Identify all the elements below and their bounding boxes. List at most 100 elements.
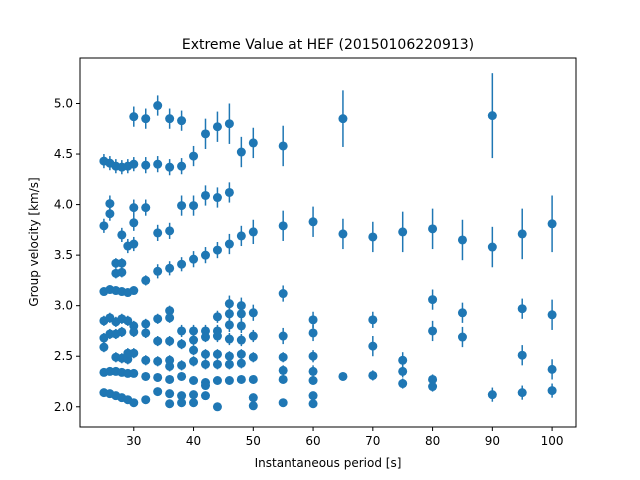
data-marker (177, 391, 187, 401)
data-marker (398, 379, 408, 389)
data-marker (117, 327, 127, 337)
data-marker (141, 355, 151, 365)
data-point (338, 371, 348, 381)
data-marker (189, 356, 199, 366)
data-marker (278, 374, 288, 384)
data-marker (212, 375, 222, 385)
data-point (457, 219, 467, 261)
plot-area-frame (79, 57, 577, 428)
data-marker (177, 259, 187, 269)
data-point (200, 118, 210, 149)
data-marker (308, 328, 318, 338)
data-point (236, 349, 246, 360)
data-point (141, 318, 151, 329)
data-marker (177, 360, 187, 370)
y-axis-label: Group velocity [km/s] (27, 177, 41, 306)
data-point (212, 111, 222, 142)
data-marker (129, 218, 139, 228)
data-point (368, 370, 378, 381)
data-marker (212, 122, 222, 132)
data-marker (278, 331, 288, 341)
data-marker (200, 190, 210, 200)
data-point (153, 336, 163, 347)
data-point (153, 372, 163, 382)
data-point (278, 327, 288, 345)
data-marker (308, 366, 318, 376)
data-marker (200, 381, 210, 391)
data-marker (487, 111, 497, 121)
data-marker (129, 112, 139, 122)
data-marker (153, 356, 163, 366)
data-point (189, 251, 199, 268)
data-marker (457, 235, 467, 245)
data-marker (547, 364, 557, 374)
data-marker (189, 201, 199, 211)
data-marker (368, 232, 378, 242)
data-marker (189, 254, 199, 264)
data-point (212, 402, 222, 412)
data-point (236, 225, 246, 247)
data-point (212, 187, 222, 208)
data-point (123, 315, 133, 326)
data-marker (224, 320, 234, 330)
data-point (278, 285, 288, 302)
data-marker (123, 316, 133, 326)
data-point (153, 95, 163, 116)
data-marker (224, 187, 234, 197)
data-marker (278, 398, 288, 408)
data-point (189, 335, 199, 346)
data-marker (129, 239, 139, 249)
data-point (308, 324, 318, 342)
data-point (165, 399, 175, 409)
data-marker (177, 116, 187, 126)
data-point (224, 332, 234, 346)
data-marker (165, 306, 175, 316)
data-marker (517, 229, 527, 239)
data-point (278, 365, 288, 376)
data-point (308, 206, 318, 237)
x-tick-label: 40 (186, 434, 201, 448)
data-point (117, 227, 127, 242)
x-tick-label: 30 (126, 434, 141, 448)
data-point (141, 371, 151, 381)
data-marker (248, 227, 258, 237)
data-point (517, 345, 527, 366)
data-point (165, 261, 175, 276)
data-point (212, 310, 222, 323)
data-marker (200, 359, 210, 369)
data-marker (105, 209, 115, 219)
data-marker (129, 286, 139, 296)
data-marker (487, 242, 497, 252)
data-marker (141, 319, 151, 329)
data-marker (224, 351, 234, 361)
data-point (200, 391, 210, 401)
data-marker (189, 345, 199, 355)
data-marker (177, 326, 187, 336)
data-point (248, 393, 258, 403)
data-marker (517, 304, 527, 314)
data-point (236, 333, 246, 347)
data-point (428, 208, 438, 250)
data-point (141, 355, 151, 366)
data-point (308, 365, 318, 378)
data-marker (153, 372, 163, 382)
data-point (129, 236, 139, 252)
data-point (141, 108, 151, 129)
data-point (338, 90, 348, 147)
data-point (248, 374, 258, 384)
data-point (141, 157, 151, 174)
data-marker (338, 114, 348, 124)
data-marker (177, 371, 187, 381)
data-point (129, 398, 139, 408)
data-marker (248, 352, 258, 362)
x-tick-label: 90 (485, 434, 500, 448)
data-marker (99, 221, 109, 231)
data-marker (457, 308, 467, 318)
y-tick-label: 5.0 (54, 96, 73, 110)
data-point (200, 359, 210, 370)
data-marker (177, 339, 187, 349)
data-point (212, 241, 222, 259)
data-point (248, 352, 258, 363)
x-axis: 30 40 50 60 70 80 90 100 (126, 427, 564, 448)
data-marker (165, 336, 175, 346)
